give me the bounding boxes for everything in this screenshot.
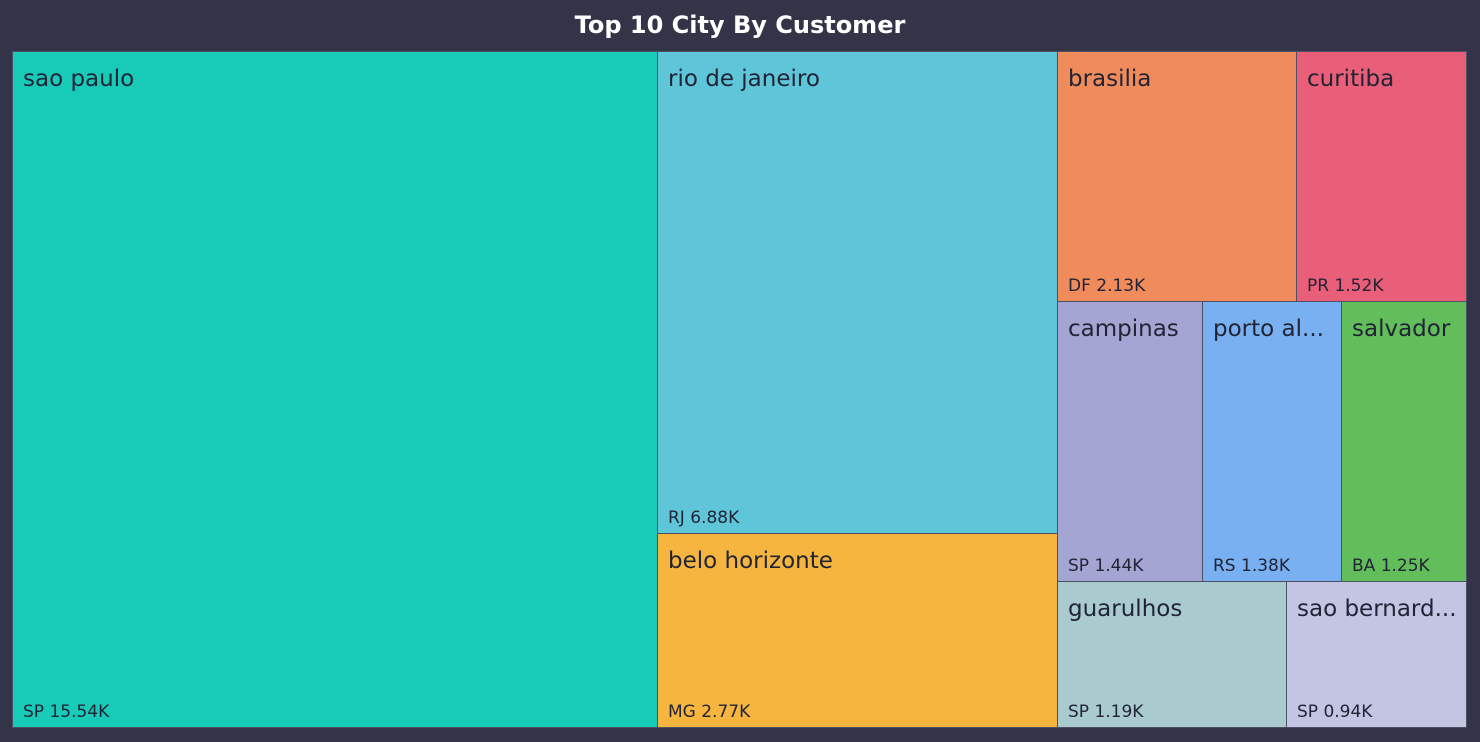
tile-city-label: porto al...	[1213, 316, 1324, 342]
treemap-tile-belo-horizonte[interactable]: belo horizonte MG 2.77K	[657, 533, 1058, 728]
tile-value-label: SP 1.44K	[1068, 556, 1144, 576]
tile-city-label: guarulhos	[1068, 596, 1183, 622]
treemap-tile-salvador[interactable]: salvador BA 1.25K	[1341, 301, 1467, 582]
tile-value-label: SP 1.19K	[1068, 702, 1144, 722]
tile-value-label: RJ 6.88K	[668, 508, 740, 528]
treemap-tile-campinas[interactable]: campinas SP 1.44K	[1057, 301, 1203, 582]
tile-value-label: BA 1.25K	[1352, 556, 1430, 576]
tile-value-label: DF 2.13K	[1068, 276, 1146, 296]
tile-city-label: curitiba	[1307, 66, 1395, 92]
tile-city-label: sao bernard...	[1297, 596, 1457, 622]
treemap-area: sao paulo SP 15.54K rio de janeiro RJ 6.88K…	[12, 51, 1467, 728]
tile-value-label: SP 0.94K	[1297, 702, 1373, 722]
tile-city-label: sao paulo	[23, 66, 135, 92]
tile-value-label: RS 1.38K	[1213, 556, 1291, 576]
tile-city-label: rio de janeiro	[668, 66, 820, 92]
tile-city-label: campinas	[1068, 316, 1179, 342]
treemap-tile-sao-bernardo-do-campo[interactable]: sao bernard... SP 0.94K	[1286, 581, 1467, 728]
treemap-tile-rio-de-janeiro[interactable]: rio de janeiro RJ 6.88K	[657, 51, 1058, 534]
treemap-tile-porto-alegre[interactable]: porto al... RS 1.38K	[1202, 301, 1342, 582]
tile-value-label: PR 1.52K	[1307, 276, 1384, 296]
chart-title: Top 10 City By Customer	[574, 11, 906, 39]
treemap-tile-brasilia[interactable]: brasilia DF 2.13K	[1057, 51, 1297, 302]
treemap-tile-sao-paulo[interactable]: sao paulo SP 15.54K	[12, 51, 658, 728]
tile-value-label: SP 15.54K	[23, 702, 110, 722]
tile-city-label: belo horizonte	[668, 548, 833, 574]
treemap-tile-curitiba[interactable]: curitiba PR 1.52K	[1296, 51, 1467, 302]
tile-city-label: salvador	[1352, 316, 1451, 342]
tile-value-label: MG 2.77K	[668, 702, 751, 722]
treemap-tile-guarulhos[interactable]: guarulhos SP 1.19K	[1057, 581, 1287, 728]
tile-city-label: brasilia	[1068, 66, 1152, 92]
